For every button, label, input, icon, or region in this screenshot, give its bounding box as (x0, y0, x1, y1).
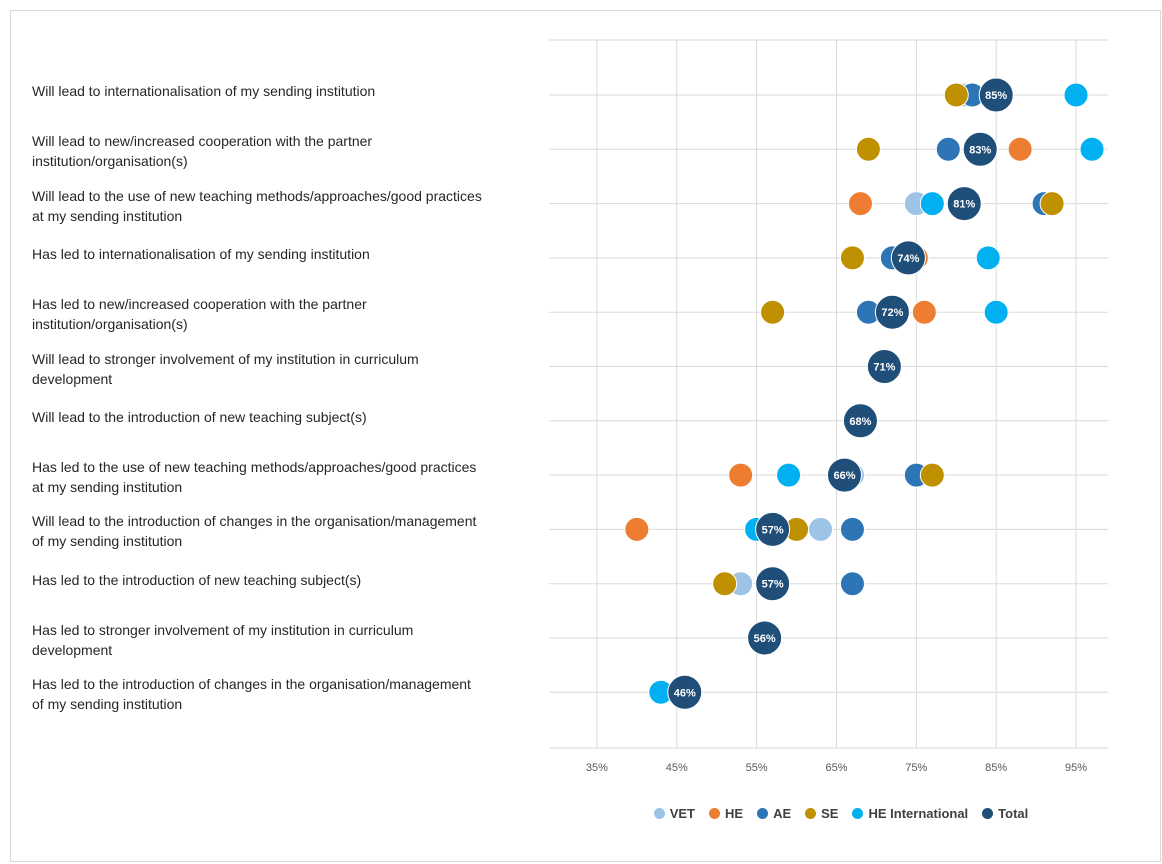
data-point (866, 349, 902, 384)
category-label: Will lead to the introduction of new tea… (32, 408, 367, 425)
data-label: 66% (833, 470, 855, 482)
data-point (760, 299, 786, 325)
category-label: Has led to the use of new teaching metho… (32, 459, 477, 496)
data-label: 57% (762, 579, 784, 591)
legend-label: Total (998, 806, 1029, 821)
data-point (919, 462, 945, 488)
data-point (667, 674, 703, 710)
x-tick-label: 65% (825, 762, 847, 774)
x-tick-label: 85% (985, 762, 1007, 774)
legend: VET HE AE SE HE International Total (0, 806, 1162, 821)
data-point (919, 191, 945, 217)
x-tick-label: 35% (586, 762, 608, 774)
data-point (1079, 136, 1105, 162)
data-point (712, 571, 738, 597)
category-label: Will lead to new/increased cooperation w… (32, 133, 373, 170)
data-point (839, 571, 865, 597)
data-point (935, 136, 961, 162)
legend-swatch (982, 808, 994, 819)
data-point (755, 566, 791, 602)
category-label: Will lead to internationalisation of my … (32, 83, 376, 99)
data-label: 46% (674, 687, 696, 699)
data-point (826, 457, 862, 493)
legend-item: AE (757, 806, 791, 821)
legend-item: HE International (852, 806, 968, 821)
data-point (1007, 136, 1033, 162)
x-tick-label: 75% (905, 762, 927, 774)
data-point (946, 186, 982, 222)
category-label: Will lead to the introduction of changes… (32, 513, 477, 550)
legend-item: SE (805, 806, 838, 821)
legend-label: AE (773, 806, 792, 821)
data-point (1063, 82, 1089, 108)
category-label: Will lead to stronger involvement of my … (32, 350, 419, 387)
data-label: 74% (897, 253, 919, 265)
data-label: 72% (881, 307, 903, 319)
data-point (808, 516, 834, 542)
data-point (755, 511, 791, 547)
data-point (911, 299, 937, 325)
legend-label: HE (725, 806, 744, 821)
x-tick-label: 95% (1065, 762, 1087, 774)
legend-item: HE (709, 806, 743, 821)
data-label: 85% (985, 90, 1007, 102)
category-label: Has led to new/increased cooperation wit… (32, 296, 367, 333)
data-point (890, 240, 926, 276)
legend-label: SE (821, 806, 839, 821)
legend-label: HE International (868, 806, 969, 821)
data-point (1039, 191, 1065, 217)
data-point (855, 136, 881, 162)
legend-swatch (757, 808, 769, 819)
data-label: 81% (953, 199, 975, 211)
data-point (983, 299, 1009, 325)
data-label: 71% (873, 362, 895, 374)
data-point (624, 516, 650, 542)
legend-swatch (805, 808, 817, 819)
data-point (943, 82, 969, 108)
category-label: Will lead to the use of new teaching met… (32, 187, 482, 224)
x-tick-label: 45% (666, 762, 688, 774)
x-tick-label: 55% (746, 762, 768, 774)
category-label: Has led to internationalisation of my se… (32, 245, 370, 262)
data-label: 68% (849, 416, 871, 428)
legend-item: Total (982, 806, 1028, 821)
data-point (978, 77, 1014, 113)
data-point (728, 462, 754, 488)
category-label: Has led to the introduction of new teach… (32, 571, 362, 588)
legend-swatch (653, 808, 665, 819)
data-point (962, 131, 998, 167)
data-label: 57% (762, 524, 784, 536)
data-point (975, 245, 1001, 271)
data-point (776, 462, 802, 488)
data-label: 83% (969, 144, 991, 156)
legend-item: VET (653, 806, 696, 821)
data-point (847, 191, 873, 217)
category-label: Has led to the introduction of changes i… (32, 676, 471, 713)
data-point (839, 516, 865, 542)
legend-swatch (709, 808, 721, 819)
category-label: Has led to stronger involvement of my in… (32, 622, 414, 658)
data-point (747, 620, 783, 656)
data-point (839, 245, 865, 271)
data-point (842, 403, 878, 439)
legend-label: VET (669, 806, 696, 821)
data-point (874, 294, 910, 330)
legend-swatch (852, 808, 864, 819)
data-label: 56% (754, 633, 776, 645)
